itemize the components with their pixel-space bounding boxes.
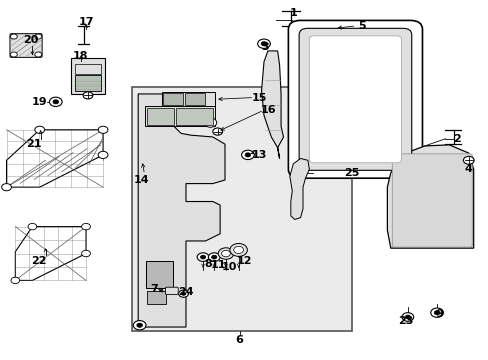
Circle shape (53, 100, 59, 104)
Circle shape (178, 290, 188, 297)
Bar (146, 261, 172, 288)
Text: 3: 3 (261, 42, 268, 52)
Text: 13: 13 (251, 150, 266, 160)
Circle shape (208, 253, 220, 261)
Circle shape (81, 224, 90, 230)
Text: 5: 5 (357, 21, 365, 31)
Text: 20: 20 (23, 35, 39, 45)
Text: 22: 22 (31, 256, 46, 266)
Circle shape (211, 255, 217, 259)
Text: 11: 11 (210, 260, 226, 270)
Text: 18: 18 (72, 51, 88, 61)
Circle shape (35, 52, 41, 57)
Circle shape (233, 246, 243, 253)
Bar (176, 108, 212, 125)
Bar (75, 75, 101, 91)
Circle shape (10, 52, 17, 57)
Polygon shape (261, 51, 283, 158)
Circle shape (137, 323, 142, 327)
Circle shape (83, 92, 93, 99)
Circle shape (133, 320, 146, 330)
Text: 7: 7 (150, 284, 158, 294)
Circle shape (10, 34, 17, 39)
Circle shape (181, 292, 185, 295)
Circle shape (433, 311, 439, 315)
Circle shape (98, 151, 108, 158)
Text: 6: 6 (235, 334, 243, 345)
Text: 8: 8 (203, 259, 211, 269)
Polygon shape (15, 226, 86, 280)
Bar (75, 64, 101, 74)
Text: 21: 21 (26, 139, 41, 149)
Text: 23: 23 (397, 316, 412, 325)
Circle shape (401, 313, 413, 321)
Circle shape (81, 250, 90, 257)
Text: 17: 17 (78, 17, 94, 27)
Polygon shape (138, 94, 224, 327)
Circle shape (197, 253, 208, 261)
Bar (71, 58, 104, 94)
Bar (147, 108, 173, 125)
FancyBboxPatch shape (309, 36, 401, 163)
Circle shape (405, 315, 409, 319)
Polygon shape (386, 145, 473, 248)
Circle shape (35, 126, 44, 134)
Text: 4: 4 (464, 164, 472, 174)
Circle shape (1, 184, 11, 191)
Circle shape (200, 255, 205, 259)
Circle shape (463, 156, 473, 164)
Text: 15: 15 (251, 93, 266, 103)
Bar (161, 92, 215, 107)
FancyBboxPatch shape (391, 154, 471, 247)
Bar (144, 107, 215, 126)
Circle shape (229, 243, 247, 256)
Bar (163, 93, 182, 105)
Circle shape (244, 153, 250, 157)
Circle shape (261, 42, 266, 46)
Circle shape (241, 150, 254, 159)
Circle shape (98, 126, 108, 134)
Bar (184, 93, 204, 105)
FancyBboxPatch shape (288, 21, 422, 178)
Text: 19: 19 (32, 97, 47, 107)
Circle shape (212, 128, 222, 135)
Circle shape (49, 97, 62, 107)
Text: 2: 2 (452, 134, 460, 144)
Circle shape (11, 277, 20, 284)
Text: 10: 10 (221, 262, 237, 272)
Circle shape (203, 118, 216, 127)
Polygon shape (6, 130, 103, 187)
Circle shape (430, 308, 443, 318)
Text: 16: 16 (261, 105, 276, 115)
Circle shape (218, 248, 233, 259)
Text: 9: 9 (435, 310, 443, 319)
Circle shape (221, 250, 230, 257)
Circle shape (35, 34, 41, 39)
Polygon shape (289, 158, 309, 220)
Text: 14: 14 (133, 175, 149, 185)
FancyBboxPatch shape (165, 287, 178, 294)
FancyBboxPatch shape (299, 28, 411, 170)
Circle shape (28, 224, 37, 230)
Text: 1: 1 (289, 8, 297, 18)
Text: 25: 25 (344, 168, 359, 178)
FancyBboxPatch shape (10, 34, 42, 57)
Bar (147, 291, 165, 304)
Bar (132, 87, 351, 330)
Circle shape (257, 39, 270, 48)
Text: 24: 24 (178, 287, 193, 297)
Text: 12: 12 (236, 256, 252, 266)
